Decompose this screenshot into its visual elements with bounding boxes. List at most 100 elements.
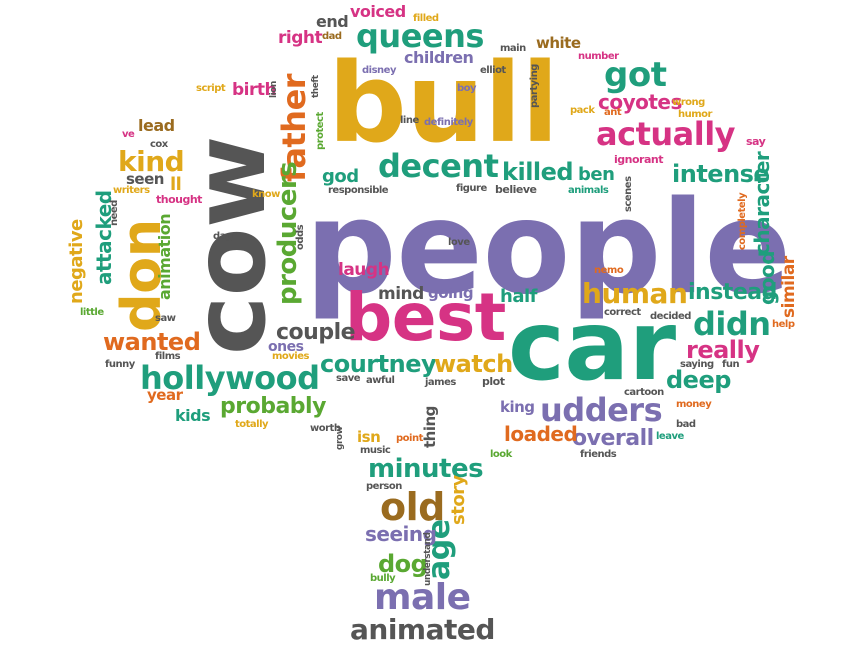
word-ben: ben xyxy=(578,164,615,185)
word-courtney: courtney xyxy=(320,350,437,378)
word-save: save xyxy=(336,373,361,384)
word-nemo: nemo xyxy=(594,265,624,276)
word-help: help xyxy=(772,319,795,330)
word-animals: animals xyxy=(568,185,609,196)
word-ll: ll xyxy=(170,174,182,195)
word-dag: dag xyxy=(213,231,233,242)
word-lead: lead xyxy=(138,116,175,135)
word-bully: bully xyxy=(370,573,396,584)
word-didn: didn xyxy=(693,305,771,343)
word-actually: actually xyxy=(596,115,736,153)
word-white: white xyxy=(536,34,581,52)
word-character: character xyxy=(750,151,774,255)
word-loaded: loaded xyxy=(504,422,578,446)
word-music: music xyxy=(360,445,391,456)
word-partying: partying xyxy=(529,64,540,108)
word-couple: couple xyxy=(276,320,356,345)
word-male: male xyxy=(374,577,471,618)
word-kind: kind xyxy=(118,145,185,178)
word-humor: humor xyxy=(678,109,712,120)
word-friends: friends xyxy=(580,449,617,460)
word-mind: mind xyxy=(378,284,424,304)
word-james: james xyxy=(425,377,456,388)
word-totally: totally xyxy=(235,419,269,430)
word-isn: isn xyxy=(357,428,381,446)
word-funny: funny xyxy=(105,359,135,370)
word-disney: disney xyxy=(362,65,396,76)
word-half: half xyxy=(500,286,537,307)
word-decent: decent xyxy=(378,147,499,185)
word-number: number xyxy=(578,51,619,62)
word-story: story xyxy=(448,475,469,525)
word-saw: saw xyxy=(155,313,176,324)
word-cox: cox xyxy=(150,139,168,150)
word-hollywood: hollywood xyxy=(140,359,320,397)
word-probably: probably xyxy=(220,394,326,419)
word-king: king xyxy=(500,398,535,416)
word-correct: correct xyxy=(604,307,641,318)
word-saying: saying xyxy=(680,359,714,370)
word-line: line xyxy=(400,115,419,126)
word-minutes: minutes xyxy=(368,454,484,484)
word-little: little xyxy=(80,307,104,318)
word-thing: thing xyxy=(421,406,439,448)
word-person: person xyxy=(366,481,402,492)
word-coyotes: coyotes xyxy=(598,90,682,114)
word-bad: bad xyxy=(676,419,696,430)
word-leave: leave xyxy=(656,431,684,442)
word-wrong: wrong xyxy=(672,97,705,108)
word-worth: worth xyxy=(310,423,341,434)
word-believe: believe xyxy=(495,183,537,196)
word-birth: birth xyxy=(232,80,277,100)
word-protect: protect xyxy=(315,112,326,150)
word-say: say xyxy=(746,135,766,148)
word-plot: plot xyxy=(482,375,505,388)
word-similar: similar xyxy=(779,256,799,318)
word-seeing: seeing xyxy=(365,522,437,546)
word-intense: intense xyxy=(672,160,770,188)
word-cartoon: cartoon xyxy=(624,387,664,398)
word-ones: ones xyxy=(268,339,304,355)
word-odds: odds xyxy=(295,224,306,250)
word-dog: dog xyxy=(378,550,428,578)
word-right: right xyxy=(278,28,323,48)
word-got: got xyxy=(604,55,667,95)
word-laugh: laugh xyxy=(338,260,390,280)
word-understand: understand xyxy=(423,532,433,586)
word-year: year xyxy=(147,386,183,404)
word-grow: grow xyxy=(335,426,345,450)
word-completely: completely xyxy=(737,192,748,250)
word-queens: queens xyxy=(356,17,484,55)
word-best: best xyxy=(345,279,506,356)
word-fun: fun xyxy=(722,359,740,370)
word-car: car xyxy=(508,290,676,402)
word-really: really xyxy=(686,336,760,364)
word-look: look xyxy=(490,449,512,460)
word-thought: thought xyxy=(156,193,202,206)
word-seen: seen xyxy=(126,170,164,188)
word-dad: dad xyxy=(322,31,342,42)
word-people: people xyxy=(305,174,791,323)
word-deep: deep xyxy=(666,366,731,394)
word-ve: ve xyxy=(122,129,135,140)
word-kids: kids xyxy=(175,406,211,425)
word-boy: boy xyxy=(457,83,477,94)
word-elliot: elliot xyxy=(480,65,506,76)
word-point: point xyxy=(396,433,423,444)
word-definitely: definitely xyxy=(424,117,473,128)
word-figure: figure xyxy=(456,183,487,194)
word-filled: filled xyxy=(413,13,439,24)
word-overall: overall xyxy=(572,426,654,451)
word-udders: udders xyxy=(540,391,663,429)
word-god: god xyxy=(322,166,359,187)
word-scenes: scenes xyxy=(623,176,634,212)
word-watch: watch xyxy=(434,350,513,378)
word-movies: movies xyxy=(272,351,309,362)
word-films: films xyxy=(155,351,181,362)
word-instead: instead xyxy=(688,280,777,305)
word-children: children xyxy=(404,48,474,67)
word-ant: ant xyxy=(604,107,622,118)
word-wanted: wanted xyxy=(103,328,201,356)
word-writers: writers xyxy=(113,185,150,196)
